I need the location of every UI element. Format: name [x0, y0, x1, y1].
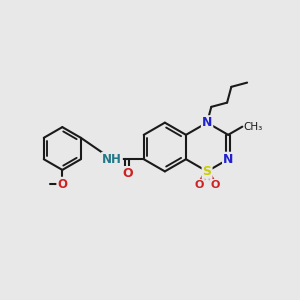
Text: NH: NH — [102, 153, 122, 166]
Text: O: O — [57, 178, 67, 191]
Text: N: N — [223, 153, 233, 166]
Text: O: O — [122, 167, 133, 180]
Text: N: N — [202, 116, 212, 129]
Text: O: O — [210, 180, 220, 190]
Text: CH₃: CH₃ — [244, 122, 263, 132]
Text: O: O — [195, 180, 204, 190]
Text: S: S — [202, 165, 211, 178]
